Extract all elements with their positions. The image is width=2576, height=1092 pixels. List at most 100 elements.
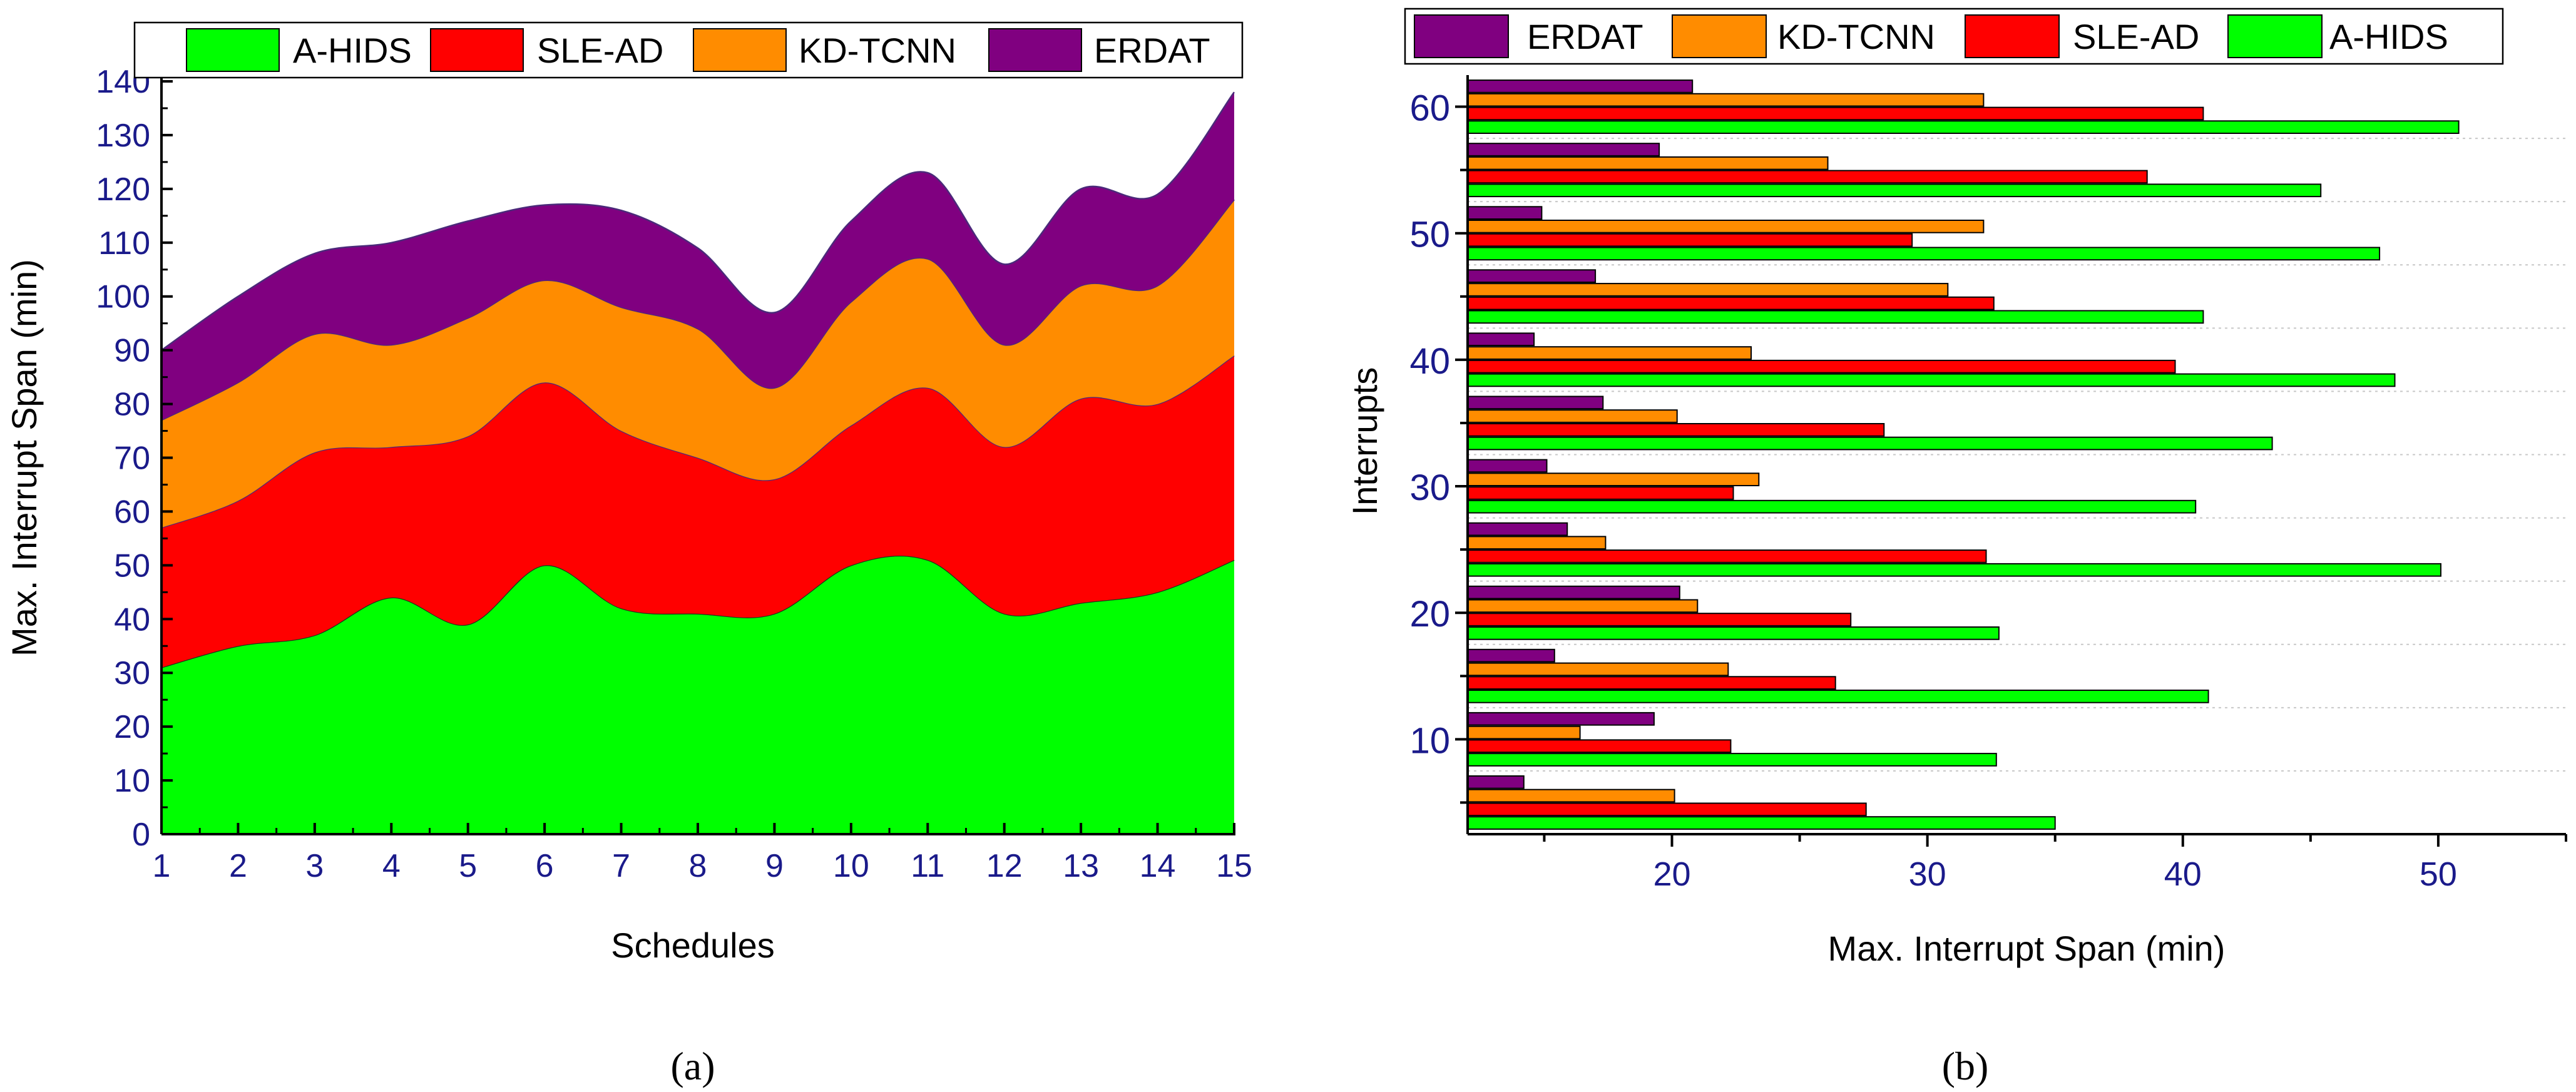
legend-label-b-a-hids: A-HIDS	[2329, 17, 2448, 56]
x-tick-label: 2	[229, 848, 247, 884]
y-tick-label: 10	[114, 763, 150, 799]
panel-label-b: (b)	[1942, 1044, 1989, 1088]
bar-a-hids	[1467, 499, 2197, 514]
bar-a-hids	[1467, 310, 2204, 324]
x-tick-label: 1	[153, 848, 171, 884]
legend-label-b-sle-ad: SLE-AD	[2073, 17, 2199, 56]
area-edge-sle-ad	[161, 355, 1235, 529]
bar-erdat	[1467, 712, 1655, 726]
legend-a: A-HIDS SLE-AD KD-TCNN ERDAT	[133, 21, 1244, 79]
x-tick-label-b: 20	[1653, 855, 1690, 893]
bar-erdat	[1467, 775, 1525, 789]
area-edge-erdat	[161, 91, 1235, 351]
bar-sle-ad	[1467, 549, 1987, 563]
y-tick-label: 30	[114, 655, 150, 691]
bar-sle-ad	[1467, 170, 2148, 184]
x-tick-label: 7	[612, 848, 630, 884]
bar-a-hids	[1467, 626, 2000, 640]
bar-a-hids	[1467, 563, 2441, 577]
bar-kd-tcnn	[1467, 788, 1675, 803]
area-a-hids	[161, 556, 1234, 834]
bar-kd-tcnn	[1467, 220, 1985, 233]
bar-kd-tcnn	[1467, 346, 1752, 360]
x-tick-label: 13	[1063, 848, 1099, 884]
bar-erdat	[1467, 522, 1568, 536]
bar-kd-tcnn	[1467, 662, 1729, 676]
x-tick-label-b: 50	[2420, 855, 2457, 893]
y-tick-label-b: 40	[1409, 341, 1450, 382]
y-tick-label-b: 20	[1409, 594, 1450, 635]
bar-erdat	[1467, 459, 1548, 473]
area-erdat	[161, 92, 1234, 421]
bar-a-hids	[1467, 247, 2381, 261]
bar-kd-tcnn	[1467, 536, 1607, 550]
bar-kd-tcnn	[1467, 156, 1829, 170]
bar-erdat	[1467, 206, 1543, 220]
y-tick-label: 120	[96, 171, 150, 208]
panel-label-a: (a)	[670, 1044, 715, 1088]
y-tick-label: 40	[114, 601, 150, 638]
bar-sle-ad	[1467, 233, 1913, 247]
bar-erdat	[1467, 269, 1597, 283]
bar-kd-tcnn	[1467, 283, 1949, 297]
y-tick-label: 100	[96, 279, 150, 315]
legend-swatch-sle-ad	[430, 28, 524, 72]
x-axis-title: Schedules	[611, 926, 775, 965]
bar-erdat	[1467, 648, 1555, 663]
x-tick-label: 6	[536, 848, 554, 884]
bar-sle-ad	[1467, 296, 1995, 310]
bar-erdat	[1467, 332, 1535, 347]
bar-kd-tcnn	[1467, 472, 1760, 486]
y-tick-label-b: 60	[1409, 88, 1450, 129]
legend-swatch-erdat	[988, 28, 1082, 72]
y-tick-label: 70	[114, 441, 150, 477]
bar-kd-tcnn	[1467, 725, 1581, 740]
legend-label-b-erdat: ERDAT	[1527, 17, 1643, 56]
legend-swatch-kd-tcnn	[693, 28, 787, 72]
bar-a-hids	[1467, 816, 2056, 830]
x-tick-label: 9	[765, 848, 784, 884]
bar-sle-ad	[1467, 676, 1836, 690]
area-kd-tcnn	[161, 200, 1234, 528]
y-tick-label: 50	[114, 548, 150, 584]
y-tick-label: 90	[114, 333, 150, 369]
x-tick-label: 15	[1216, 848, 1252, 884]
x-tick-label: 8	[689, 848, 707, 884]
bar-a-hids	[1467, 753, 1997, 767]
bar-sle-ad	[1467, 613, 1852, 626]
bar-sle-ad	[1467, 802, 1867, 817]
bar-a-hids	[1467, 373, 2396, 387]
y-tick-label-b: 50	[1409, 215, 1450, 255]
x-tick-label: 5	[459, 848, 477, 884]
x-tick-label-b: 30	[1909, 855, 1946, 893]
bar-sle-ad	[1467, 106, 2204, 121]
bar-sle-ad	[1467, 739, 1732, 753]
x-axis-title-b: Max. Interrupt Span (min)	[1828, 929, 2226, 968]
y-tick-label: 0	[132, 817, 150, 853]
bar-sle-ad	[1467, 359, 2176, 374]
bar-kd-tcnn	[1467, 409, 1678, 423]
x-tick-label: 3	[305, 848, 324, 884]
legend-label-kd-tcnn: KD-TCNN	[799, 31, 956, 70]
y-axis-title-b: Interrupts	[1345, 367, 1384, 516]
y-tick-label: 80	[114, 387, 150, 423]
x-tick-label: 14	[1140, 848, 1176, 884]
y-tick-label: 60	[114, 494, 150, 530]
legend-swatch-b-erdat	[1414, 14, 1509, 58]
area-sle-ad	[161, 355, 1234, 668]
bar-erdat	[1467, 395, 1604, 410]
legend-label-a-hids: A-HIDS	[293, 31, 412, 70]
legend-swatch-b-a-hids	[2227, 14, 2323, 58]
bar-a-hids	[1467, 690, 2209, 703]
panel-b: 20 30 40 50 10 20 30 40 50 60 Max. Interrupt Span …	[1345, 8, 2567, 1088]
x-tick-label-b: 40	[2164, 855, 2202, 893]
bar-kd-tcnn	[1467, 93, 1985, 107]
bar-erdat	[1467, 79, 1694, 93]
y-tick-label: 130	[96, 118, 150, 154]
legend-swatch-a-hids	[186, 28, 280, 72]
y-tick-label: 110	[98, 225, 150, 262]
legend-label-erdat: ERDAT	[1094, 31, 1210, 70]
